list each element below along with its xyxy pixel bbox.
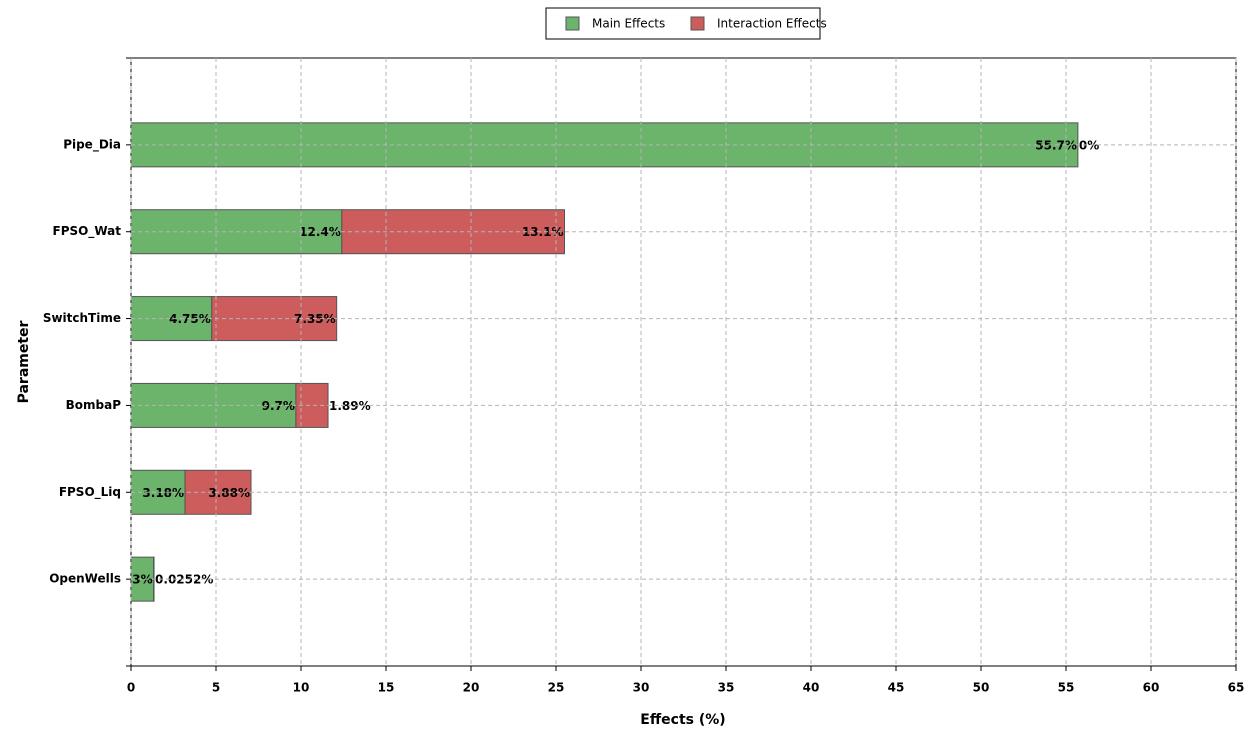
x-tick-label: 10 [293, 681, 310, 695]
x-tick-label: 25 [548, 681, 565, 695]
x-tick-label: 40 [803, 681, 820, 695]
y-tick-label: BombaP [66, 398, 122, 412]
x-tick-label: 15 [378, 681, 395, 695]
x-axis-title: Effects (%) [640, 712, 725, 728]
x-tick-label: 0 [127, 681, 135, 695]
y-tick-label: SwitchTime [43, 311, 121, 325]
x-tick-label: 35 [718, 681, 735, 695]
legend-label: Interaction Effects [717, 17, 827, 31]
x-tick-label: 20 [463, 681, 480, 695]
plot: 55.7%0%12.4%13.1%4.75%7.35%9.7%1.89%3.18… [111, 123, 1099, 601]
y-tick-label: FPSO_Wat [53, 224, 122, 239]
value-label: 0% [1079, 138, 1099, 152]
x-tick-label: 30 [633, 681, 650, 695]
y-tick-label: Pipe_Dia [63, 137, 121, 152]
y-tick-label: OpenWells [49, 572, 121, 586]
x-tick-label: 65 [1228, 681, 1245, 695]
value-label: 13.1% [522, 225, 564, 239]
x-tick-label: 60 [1143, 681, 1160, 695]
x-tick-label: 50 [973, 681, 990, 695]
y-tick-label: FPSO_Liq [59, 485, 121, 500]
legend-swatch [691, 17, 704, 30]
x-tick-label: 45 [888, 681, 905, 695]
legend-label: Main Effects [592, 17, 665, 31]
x-tick-label: 55 [1058, 681, 1075, 695]
legend-swatch [566, 17, 579, 30]
y-axis-title: Parameter [16, 320, 32, 403]
x-tick-label: 5 [212, 681, 220, 695]
